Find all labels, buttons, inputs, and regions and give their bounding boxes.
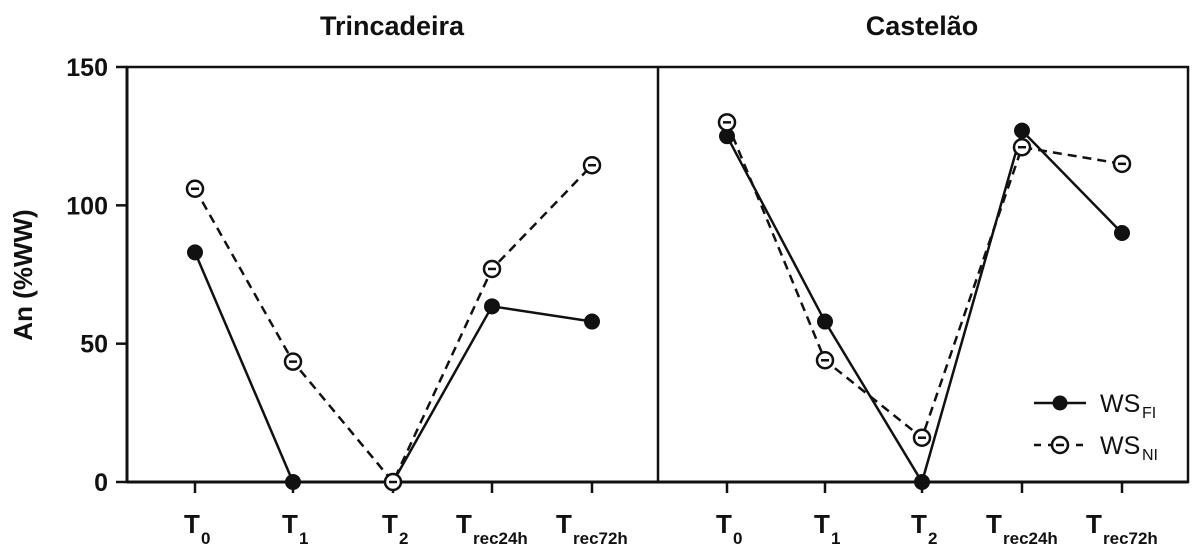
x-tick-label: T: [716, 509, 732, 539]
x-tick-label: T: [456, 509, 472, 539]
data-point-ws-fi: [285, 474, 301, 490]
series-layer: [185, 113, 1132, 492]
legend-label-subscript: FI: [1142, 405, 1156, 422]
legend-marker-filled: [1052, 395, 1068, 411]
panel-title-castelao: Castelão: [866, 11, 979, 41]
x-tick-label-subscript: 2: [928, 529, 937, 548]
x-tick-label: T: [911, 509, 927, 539]
legend-label: WS: [1100, 432, 1140, 460]
y-tick-label: 50: [80, 331, 108, 359]
x-tick-label: T: [382, 509, 398, 539]
x-tick-label-subscript: rec24h: [473, 529, 528, 548]
x-tick-label-subscript: 0: [733, 529, 742, 548]
y-axis-ticks: 0 50 100 150: [66, 54, 127, 497]
x-tick-label: T: [556, 509, 572, 539]
x-tick-label-subscript: 1: [831, 529, 840, 548]
panel-title-trincadeira: Trincadeira: [320, 11, 465, 41]
x-tick-label-subscript: rec72h: [573, 529, 628, 548]
data-point-ws-fi: [817, 313, 833, 330]
data-point-ws-fi: [1014, 122, 1030, 139]
y-tick-label: 0: [94, 469, 108, 497]
x-tick-label: T: [1086, 509, 1102, 539]
x-tick-label-subscript: rec72h: [1103, 529, 1158, 548]
series-line-ws-ni: [193, 164, 593, 485]
x-tick-label: T: [814, 509, 830, 539]
y-tick-label: 100: [66, 192, 108, 220]
x-tick-label-subscript: 0: [201, 529, 210, 548]
y-tick-label: 150: [66, 54, 108, 82]
x-tick-label: T: [184, 509, 200, 539]
legend-label-subscript: NI: [1142, 447, 1158, 464]
series-line-ws-ni: [725, 121, 1123, 440]
data-point-ws-fi: [584, 313, 600, 330]
x-tick-label-subscript: rec24h: [1003, 529, 1058, 548]
y-axis-label: An (%WW): [8, 209, 38, 340]
series-line-ws-fi: [193, 251, 593, 484]
x-tick-label-subscript: 1: [299, 529, 308, 548]
x-tick-label-subscript: 2: [399, 529, 408, 548]
data-point-ws-fi: [1114, 225, 1130, 241]
x-tick-label: T: [986, 509, 1002, 539]
x-tick-label: T: [282, 509, 298, 539]
legend-label: WS: [1100, 390, 1140, 418]
data-point-ws-fi: [484, 298, 500, 315]
data-point-ws-fi: [914, 474, 930, 490]
data-point-ws-fi: [187, 244, 203, 261]
